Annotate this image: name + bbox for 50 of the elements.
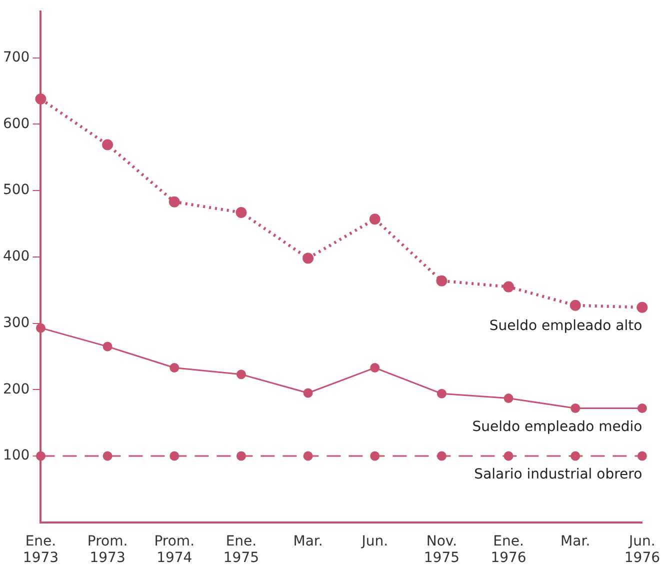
point: [36, 451, 46, 461]
x-tick-label: Jun. 1976: [624, 533, 660, 566]
point: [303, 451, 313, 461]
series-label: Salario industrial obrero: [474, 466, 642, 483]
series-label: Sueldo empleado alto: [489, 318, 642, 334]
x-tick-label: Prom. 1974: [154, 533, 195, 566]
x-tick-label: Ene. 1973: [22, 533, 59, 566]
point: [370, 451, 380, 461]
x-tick-label: Prom. 1973: [87, 533, 128, 566]
point: [503, 281, 514, 292]
point: [168, 196, 180, 208]
y-tick-label: 100: [2, 448, 30, 464]
x-tick-label: Jun.: [360, 533, 388, 550]
x-tick-label: Nov. 1975: [424, 533, 460, 566]
point: [570, 451, 580, 461]
point: [35, 94, 46, 104]
y-tick-label: 500: [2, 182, 30, 198]
point: [369, 214, 380, 225]
y-tick-label: 300: [2, 314, 30, 331]
x-tick-label: Ene. 1975: [223, 533, 260, 566]
point: [436, 275, 448, 286]
point: [102, 451, 112, 461]
point: [170, 363, 180, 373]
point: [36, 323, 46, 333]
x-tick-label: Mar.: [560, 533, 590, 550]
point: [570, 404, 580, 414]
y-tick-label: 700: [2, 49, 30, 66]
y-tick-label: 400: [2, 248, 30, 265]
point: [236, 370, 246, 380]
point: [570, 300, 581, 311]
point: [102, 342, 112, 352]
point: [303, 388, 313, 398]
series-label: Sueldo empleado medio: [472, 418, 642, 435]
point: [236, 206, 247, 218]
point: [504, 394, 514, 404]
point: [436, 451, 446, 461]
y-tick-label: 600: [2, 116, 30, 132]
point: [170, 451, 180, 461]
point: [102, 139, 114, 150]
x-tick-label: Ene. 1976: [490, 533, 526, 566]
point: [637, 404, 647, 414]
point: [504, 451, 514, 461]
point: [302, 252, 314, 264]
point: [236, 451, 246, 461]
y-tick-label: 200: [2, 381, 30, 398]
point: [370, 363, 380, 373]
point: [636, 302, 648, 313]
point: [436, 388, 446, 398]
x-tick-label: Mar.: [293, 533, 323, 550]
point: [637, 451, 647, 461]
